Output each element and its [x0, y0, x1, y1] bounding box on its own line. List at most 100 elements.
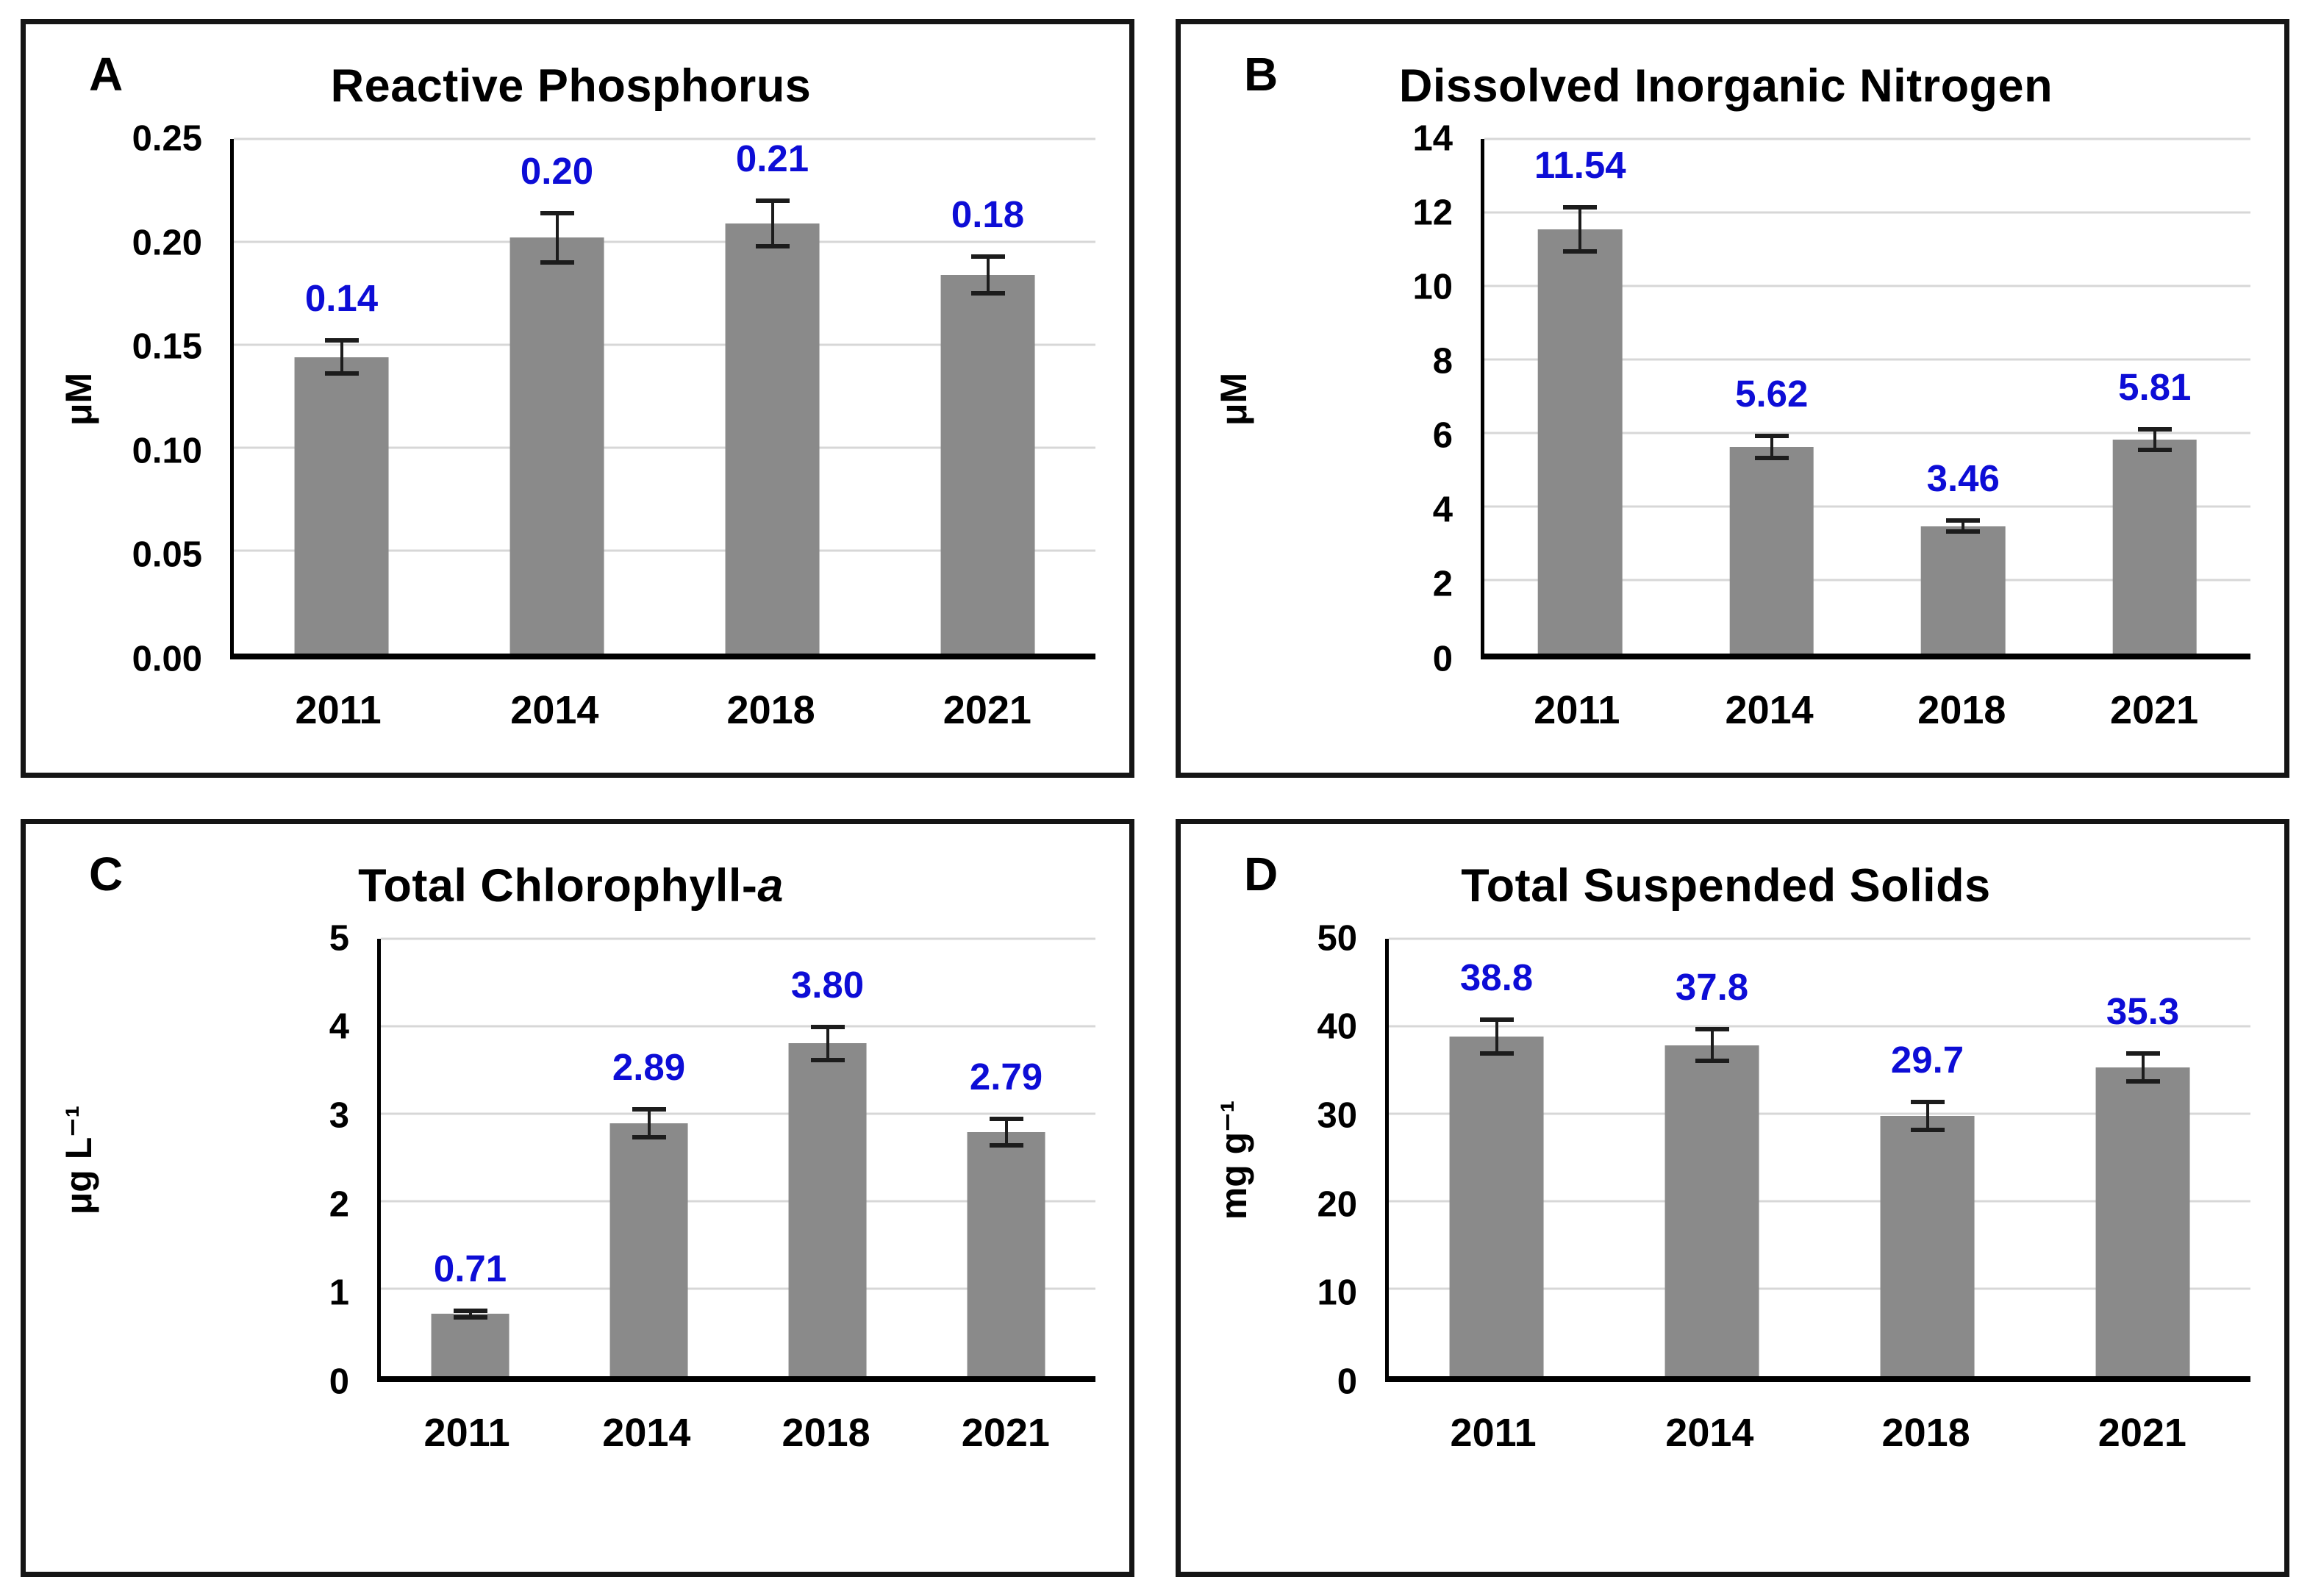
error-bar-line — [1925, 1102, 1929, 1131]
x-tick-label: 2014 — [1725, 687, 1814, 732]
data-label: 0.14 — [304, 277, 379, 320]
bar — [294, 357, 389, 654]
panel-letter: C — [89, 847, 124, 901]
gridline — [1484, 211, 2250, 214]
chart-title: Dissolved Inorganic Nitrogen — [1399, 61, 2053, 112]
data-label: 2.89 — [612, 1045, 686, 1088]
error-bar-cap-top — [1946, 518, 1981, 523]
error-bar — [1695, 1027, 1729, 1064]
gridline — [1389, 1287, 2250, 1290]
chart-title: Reactive Phosphorus — [331, 61, 812, 112]
error-bar-cap-bottom — [989, 1142, 1023, 1148]
x-tick-label: 2018 — [1881, 1411, 1970, 1455]
data-label: 0.71 — [433, 1247, 507, 1289]
gridline — [1389, 1112, 2250, 1115]
error-bar-cap-bottom — [970, 290, 1005, 296]
error-bar — [970, 254, 1005, 296]
x-tick-label: 2018 — [782, 1411, 870, 1455]
x-tick-label: 2014 — [602, 1411, 691, 1455]
gridline — [1484, 137, 2250, 140]
panel-header: C Total Chlorophyll-a — [46, 834, 1095, 939]
gridline — [1389, 1025, 2250, 1028]
data-label: 11.54 — [1534, 143, 1626, 186]
error-bar-line — [340, 340, 343, 373]
y-tick-label: 4 — [329, 1006, 349, 1047]
data-label: 0.20 — [520, 149, 594, 192]
error-bar-cap-bottom — [2125, 1078, 2160, 1084]
gridline — [1484, 432, 2250, 434]
chart-title: Total Chlorophyll-a — [358, 859, 784, 912]
panel-reactive-phosphorus: A Reactive Phosphorus μM 0.00 0.05 0.10 0.1… — [21, 19, 1134, 778]
y-tick-label: 3 — [329, 1095, 349, 1136]
y-tick-label: 1 — [329, 1273, 349, 1313]
error-bar-cap-bottom — [1754, 455, 1789, 460]
data-label: 35.3 — [2106, 990, 2180, 1032]
gridline — [234, 343, 1095, 346]
plot-area: 0.71 2.89 3.80 2.79 — [377, 937, 1095, 1382]
gridline — [381, 1112, 1095, 1115]
gridline — [1484, 505, 2250, 508]
gridline — [1484, 358, 2250, 361]
panel-header: B Dissolved Inorganic Nitrogen — [1201, 35, 2250, 139]
x-tick-label: 2014 — [1665, 1411, 1754, 1455]
x-tick-label: 2018 — [1917, 687, 2006, 732]
x-tick-label: 2011 — [1534, 687, 1620, 732]
chart-main: μM 0.00 0.05 0.10 0.15 0.20 0.25 0.14 0.20 0.21… — [46, 121, 1095, 677]
panel-total-chlorophyll-a: C Total Chlorophyll-a μg L⁻¹ 0 1 2 3 4 5 0.71… — [21, 818, 1134, 1577]
panel-header: A Reactive Phosphorus — [46, 35, 1095, 139]
y-tick-label: 0.10 — [132, 431, 202, 470]
gridline — [234, 549, 1095, 552]
x-tick-label: 2011 — [423, 1411, 510, 1455]
y-tick-label: 6 — [1432, 415, 1453, 456]
error-bar — [2137, 427, 2172, 453]
bar — [609, 1123, 688, 1376]
error-bar — [810, 1024, 845, 1063]
chart-title-text: Total Chlorophyll- — [358, 859, 758, 912]
y-tick-label: 0 — [1432, 639, 1453, 679]
panel-total-suspended-solids: D Total Suspended Solids mg g⁻¹ 0 10 20 30 4… — [1176, 818, 2289, 1577]
error-bar-cap-top — [810, 1024, 845, 1029]
gridline — [1389, 937, 2250, 940]
y-axis: μM 0.00 0.05 0.10 0.15 0.20 0.25 — [46, 121, 230, 677]
bar-chart-total-suspended-solids: mg g⁻¹ 0 10 20 30 40 50 38.8 37.8 29.7 35.3 2011… — [1201, 920, 2250, 1477]
bar — [940, 274, 1035, 654]
error-bar-cap-top — [970, 254, 1005, 259]
error-bar-cap-bottom — [1563, 248, 1598, 254]
error-bar-cap-bottom — [453, 1315, 487, 1320]
chart-main: μg L⁻¹ 0 1 2 3 4 5 0.71 2.89 3.80 2.79 — [46, 920, 1095, 1400]
chart-title-text: Reactive Phosphorus — [330, 60, 812, 112]
bar — [967, 1131, 1045, 1376]
chart-title: Total Suspended Solids — [1461, 860, 1990, 912]
error-bar-cap-bottom — [1910, 1128, 1945, 1133]
y-tick-label: 0.15 — [132, 326, 202, 367]
x-tick-label: 2011 — [295, 687, 382, 732]
data-label: 5.62 — [1735, 372, 1809, 415]
bar — [509, 237, 604, 654]
error-bar-cap-bottom — [1695, 1059, 1729, 1064]
y-axis: μM 0 2 4 6 8 10 12 14 — [1201, 121, 1481, 677]
y-axis-unit-label: μM — [58, 372, 99, 426]
y-tick-label: 4 — [1432, 490, 1453, 530]
y-axis-unit-label: μM — [1213, 372, 1254, 426]
error-bar — [1946, 518, 1981, 534]
error-bar-line — [2141, 1053, 2145, 1081]
bar — [2112, 440, 2198, 654]
error-bar — [324, 338, 359, 376]
error-bar-cap-bottom — [1479, 1051, 1514, 1056]
error-bar-cap-top — [540, 210, 574, 215]
error-bar-cap-bottom — [810, 1058, 845, 1063]
y-tick-label: 50 — [1317, 918, 1357, 958]
gridline — [381, 1025, 1095, 1028]
bar — [1920, 526, 2006, 654]
error-bar-cap-top — [2125, 1051, 2160, 1056]
error-bar-cap-bottom — [632, 1134, 666, 1139]
x-tick-label: 2021 — [2110, 687, 2199, 732]
x-tick-label: 2021 — [943, 687, 1031, 732]
error-bar-cap-top — [453, 1308, 487, 1313]
y-tick-label: 0.25 — [132, 118, 202, 159]
x-axis-labels: 2011 2014 2018 2021 — [377, 1382, 1095, 1476]
y-tick-label: 8 — [1432, 341, 1453, 382]
error-bar-line — [1710, 1029, 1714, 1062]
